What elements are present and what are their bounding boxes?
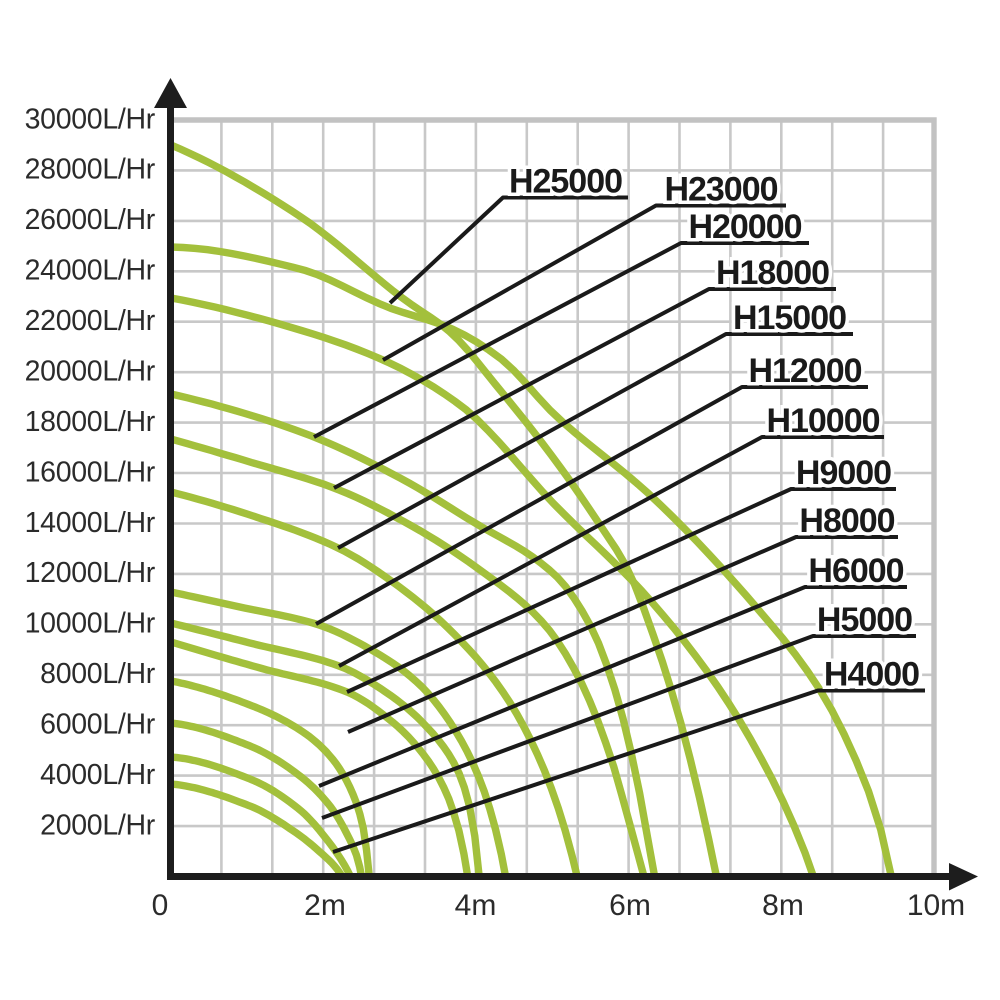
svg-text:18000L/Hr: 18000L/Hr: [25, 406, 156, 438]
svg-text:26000L/Hr: 26000L/Hr: [25, 204, 156, 236]
svg-text:H18000: H18000: [716, 254, 829, 292]
svg-text:6000L/Hr: 6000L/Hr: [40, 709, 156, 741]
svg-text:2m: 2m: [304, 889, 346, 922]
svg-text:H8000: H8000: [799, 502, 894, 540]
svg-text:H25000: H25000: [509, 163, 622, 201]
svg-text:H23000: H23000: [664, 171, 777, 209]
svg-text:8000L/Hr: 8000L/Hr: [40, 658, 156, 690]
svg-text:20000L/Hr: 20000L/Hr: [25, 356, 156, 388]
svg-text:12000L/Hr: 12000L/Hr: [25, 557, 156, 589]
svg-text:28000L/Hr: 28000L/Hr: [25, 154, 156, 186]
svg-text:H5000: H5000: [817, 601, 912, 639]
svg-text:H9000: H9000: [796, 454, 891, 492]
svg-text:30000L/Hr: 30000L/Hr: [25, 103, 156, 135]
svg-text:H4000: H4000: [824, 656, 919, 694]
svg-text:10000L/Hr: 10000L/Hr: [25, 608, 156, 640]
svg-text:H15000: H15000: [733, 299, 846, 337]
svg-text:16000L/Hr: 16000L/Hr: [25, 456, 156, 488]
svg-text:14000L/Hr: 14000L/Hr: [25, 507, 156, 539]
svg-text:H20000: H20000: [688, 208, 801, 246]
svg-text:8m: 8m: [762, 889, 804, 922]
svg-text:4000L/Hr: 4000L/Hr: [40, 759, 156, 791]
svg-text:24000L/Hr: 24000L/Hr: [25, 255, 156, 287]
svg-text:10m: 10m: [907, 889, 965, 922]
svg-text:4m: 4m: [455, 889, 497, 922]
svg-text:0: 0: [152, 889, 169, 922]
svg-text:H6000: H6000: [808, 552, 903, 590]
svg-text:6m: 6m: [609, 889, 651, 922]
svg-text:22000L/Hr: 22000L/Hr: [25, 305, 156, 337]
svg-text:2000L/Hr: 2000L/Hr: [40, 809, 156, 841]
svg-text:H10000: H10000: [766, 402, 879, 440]
svg-text:H12000: H12000: [748, 352, 861, 390]
